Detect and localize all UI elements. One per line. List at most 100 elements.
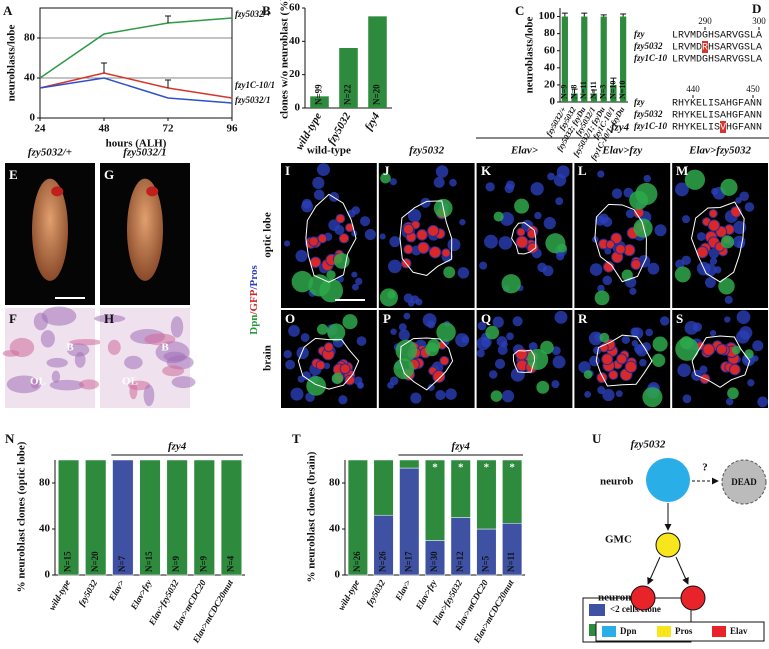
n-label: N=5 xyxy=(480,555,490,572)
panel-letter: K xyxy=(481,163,492,178)
dpn-signal xyxy=(306,376,326,396)
clone-cell xyxy=(323,342,334,353)
bar xyxy=(339,48,358,108)
dpn-signal xyxy=(679,336,693,350)
residue-number: 290 xyxy=(698,16,712,26)
tissue xyxy=(6,375,42,394)
panel-letter: R xyxy=(578,311,588,326)
nucleus xyxy=(427,320,436,329)
tissue xyxy=(94,314,126,323)
nucleus xyxy=(379,233,386,240)
error-bar xyxy=(600,14,607,17)
nucleus xyxy=(476,349,485,358)
nucleus xyxy=(643,174,651,183)
panel-letter: F xyxy=(9,311,17,326)
arrow xyxy=(675,556,689,585)
clone-cell xyxy=(308,236,319,247)
n-label: N=11 xyxy=(589,81,598,99)
tissue xyxy=(171,376,196,389)
stain-name: Dpn xyxy=(248,315,260,335)
tissue xyxy=(40,330,55,348)
y-tick-label: 40 xyxy=(39,523,51,535)
nucleus xyxy=(512,316,523,327)
n-label: N=11 xyxy=(506,551,516,572)
y-axis-label: neuroblasts/lobe xyxy=(524,16,536,93)
clone-cell xyxy=(345,222,355,233)
clone-cell xyxy=(515,235,529,249)
nucleus xyxy=(313,189,325,201)
neuron xyxy=(630,585,656,611)
y-tick-label: 40 xyxy=(329,523,341,535)
legend-swatch xyxy=(602,626,616,637)
nucleus xyxy=(301,371,311,381)
error-bar xyxy=(101,62,107,73)
stage-label: neurob xyxy=(600,476,633,488)
nucleus xyxy=(528,342,538,351)
bar-segment xyxy=(193,459,215,576)
fate-label: DEAD xyxy=(731,477,757,487)
nucleus xyxy=(681,255,691,266)
error-bar xyxy=(561,12,568,17)
nucleus xyxy=(634,344,644,354)
dpn-signal xyxy=(684,169,706,190)
dpn-signal xyxy=(583,370,593,379)
dpn-signal xyxy=(490,390,503,402)
clone-cell xyxy=(702,343,715,356)
clone-cell xyxy=(601,353,614,366)
pupa xyxy=(32,178,68,281)
nucleus xyxy=(410,295,419,304)
y-tick-label: 60 xyxy=(544,44,556,56)
y-tick-label: 20 xyxy=(544,78,556,90)
column-header: Elav>fzy5032 xyxy=(688,145,751,157)
sequence: LRVMDGHSARVGSLA xyxy=(672,55,762,66)
tissue xyxy=(74,352,86,368)
clone-cell xyxy=(729,363,741,376)
bar-segment xyxy=(166,459,188,576)
tissue-label: OL xyxy=(122,376,138,388)
panel-letter: P xyxy=(383,311,391,326)
nucleus xyxy=(547,172,555,181)
plot-frame xyxy=(39,7,233,119)
nucleus xyxy=(736,240,745,249)
dpn-signal xyxy=(527,348,549,370)
panel-letter: Q xyxy=(481,311,491,326)
nucleus xyxy=(497,345,508,355)
dpn-signal xyxy=(720,178,738,196)
column-header: wild-type xyxy=(307,145,351,157)
panel-letter: J xyxy=(383,163,390,178)
nucleus xyxy=(554,310,568,324)
nucleus xyxy=(296,346,309,360)
tissue-label: OL xyxy=(30,376,46,388)
clone-outline xyxy=(594,203,647,283)
tissue xyxy=(162,365,185,377)
clone-cell xyxy=(624,360,638,374)
n-label: N=20 xyxy=(372,84,382,105)
nucleus xyxy=(709,329,717,337)
nucleus xyxy=(584,390,591,398)
dpn-signal xyxy=(393,358,415,380)
tissue-label: B xyxy=(66,342,74,354)
error-bar xyxy=(165,79,171,88)
clone-cell xyxy=(615,243,626,255)
y-tick-label: 0 xyxy=(550,96,556,108)
allele-name: fzy5032 xyxy=(634,109,663,119)
bar-segment xyxy=(58,459,80,576)
nucleus xyxy=(389,236,401,248)
legend-label: Pros xyxy=(675,626,693,636)
panel-letter: N xyxy=(5,431,15,446)
error-bar xyxy=(581,12,588,17)
tissue xyxy=(128,380,151,391)
nucleus xyxy=(390,328,397,335)
tissue xyxy=(170,316,184,338)
sequence: RHYKELIS xyxy=(672,123,720,134)
clone-cell xyxy=(427,224,440,237)
dpn-signal xyxy=(720,235,735,249)
bar-segment xyxy=(450,459,471,518)
tissue xyxy=(69,339,103,346)
dpn-signal xyxy=(291,270,314,293)
n-label: N=20 xyxy=(90,551,100,572)
nucleus xyxy=(300,333,310,342)
dpn-signal xyxy=(545,233,566,254)
nucleus xyxy=(498,236,513,250)
tissue xyxy=(78,379,100,390)
